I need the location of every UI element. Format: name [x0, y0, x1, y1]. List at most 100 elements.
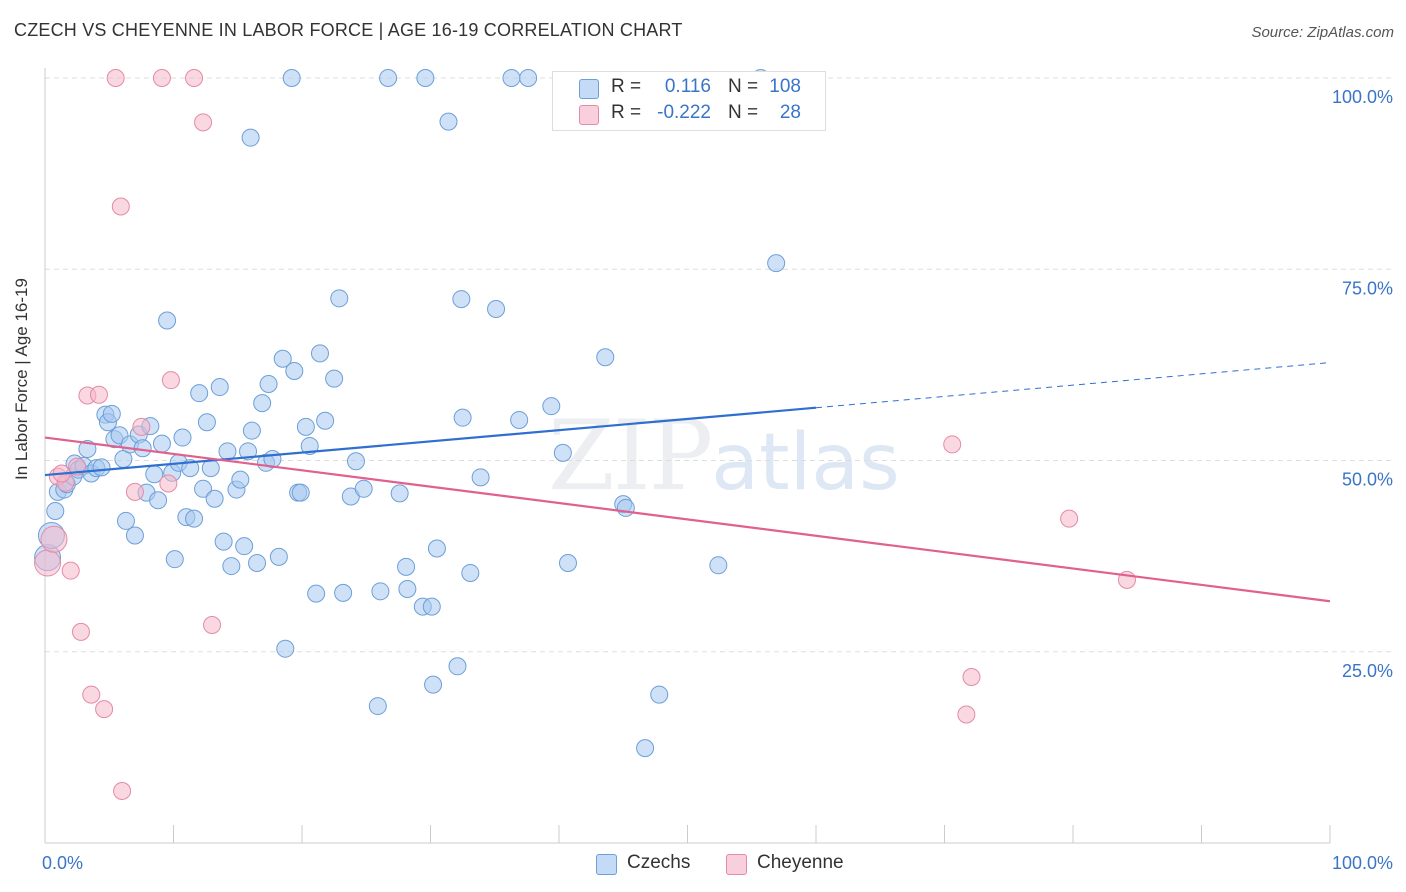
czechs-point	[709, 556, 728, 575]
czechs-point	[461, 563, 480, 582]
czechs-point	[330, 289, 349, 308]
cheyenne-point	[203, 615, 222, 634]
r-label: R =	[611, 102, 642, 123]
czechs-point	[185, 509, 204, 528]
cheyenne-trend-line	[44, 436, 1331, 603]
czechs-point	[519, 69, 538, 87]
source-label: Source: ZipAtlas.com	[1251, 24, 1394, 41]
czechs-point	[282, 69, 301, 87]
czechs-point	[165, 550, 184, 569]
cheyenne-legend-swatch	[726, 854, 747, 875]
cheyenne-swatch	[579, 105, 599, 125]
czechs-point	[242, 421, 261, 440]
czechs-point	[616, 498, 635, 517]
czechs-point	[452, 290, 471, 309]
czechs-point	[553, 443, 572, 462]
czechs-point	[253, 394, 272, 413]
czechs-point	[390, 484, 409, 503]
cheyenne-point	[106, 69, 125, 87]
czechs-point	[296, 417, 315, 436]
czechs-point	[636, 739, 655, 758]
czechs-point	[92, 458, 111, 477]
czechs-point	[300, 436, 319, 455]
czechs-point	[510, 410, 529, 429]
cheyenne-point	[95, 700, 114, 719]
y-tick-label: 50.0%	[1342, 470, 1393, 490]
czechs-point	[269, 547, 288, 566]
czechs-point	[102, 404, 121, 423]
czechs-point	[398, 580, 417, 599]
cheyenne-point	[71, 622, 90, 641]
cheyenne-point	[34, 549, 62, 577]
czechs-point	[248, 554, 267, 573]
legend-row-czechs: R = 0.116 N = 108	[553, 76, 825, 102]
czechs-point	[427, 539, 446, 558]
n-label: N =	[728, 76, 759, 97]
cheyenne-point	[82, 685, 101, 704]
data-points	[34, 69, 1136, 800]
x-tick-label-min: 0.0%	[42, 853, 83, 873]
czechs-point	[558, 554, 577, 573]
czechs-point	[201, 459, 220, 478]
axes	[44, 68, 1331, 844]
legend-row-cheyenne: R = -0.222 N = 28	[553, 102, 825, 128]
czechs-point	[158, 311, 177, 330]
czechs-point	[152, 434, 171, 453]
czechs-point	[453, 408, 472, 427]
czechs-point	[125, 526, 144, 545]
cheyenne-point	[943, 435, 962, 454]
czechs-point	[310, 344, 329, 363]
czechs-point	[596, 348, 615, 367]
n-label: N =	[728, 102, 759, 123]
cheyenne-point	[957, 705, 976, 724]
czechs-point	[197, 413, 216, 432]
series-legend: Czechs Cheyenne	[0, 852, 1406, 878]
cheyenne-point	[89, 385, 108, 404]
czechs-point	[259, 375, 278, 393]
czechs-point	[334, 583, 353, 602]
cheyenne-point	[161, 371, 180, 390]
y-tick-label: 75.0%	[1342, 278, 1393, 298]
cheyenne-point	[194, 113, 213, 132]
cheyenne-point	[61, 561, 80, 580]
czechs-point	[116, 511, 135, 530]
czechs-point	[46, 501, 65, 520]
tick-labels: 25.0% 50.0% 75.0% 100.0% 0.0% 100.0%	[42, 87, 1393, 873]
czechs-point	[194, 479, 213, 498]
cheyenne-point	[111, 197, 130, 216]
r-value: -0.222	[657, 102, 711, 123]
y-tick-label: 100.0%	[1332, 87, 1393, 107]
cheyenne-point	[40, 525, 68, 553]
czechs-point	[231, 470, 250, 489]
czechs-point	[368, 697, 387, 716]
czechs-point	[416, 69, 435, 87]
czechs-point	[354, 479, 373, 498]
czechs-point	[291, 483, 310, 502]
r-value: 0.116	[664, 76, 711, 97]
cheyenne-point	[159, 474, 178, 493]
czechs-point	[448, 657, 467, 676]
czechs-point	[767, 254, 786, 273]
r-label: R =	[611, 76, 642, 97]
czechs-swatch	[579, 79, 599, 99]
trend-lines	[44, 362, 1331, 603]
czechs-point	[502, 69, 521, 87]
czechs-point	[210, 378, 229, 397]
czechs-point	[190, 384, 209, 403]
czechs-legend-swatch	[596, 854, 617, 875]
czechs-point	[346, 452, 365, 471]
cheyenne-point	[152, 69, 171, 87]
correlation-legend: R = 0.116 N = 108 R = -0.222 N = 28	[552, 71, 826, 131]
x-tick-label-max: 100.0%	[1332, 853, 1393, 873]
czechs-point	[422, 597, 441, 616]
czechs-trend-line	[44, 406, 817, 477]
czechs-point	[239, 442, 258, 461]
czechs-point	[214, 532, 233, 551]
czechs-point	[424, 675, 443, 694]
czechs-point	[439, 112, 458, 131]
czechs-point	[222, 557, 241, 576]
czechs-point	[78, 440, 97, 459]
czechs-point	[371, 582, 390, 601]
cheyenne-point	[113, 781, 132, 800]
y-axis-label: In Labor Force | Age 16-19	[12, 278, 31, 480]
